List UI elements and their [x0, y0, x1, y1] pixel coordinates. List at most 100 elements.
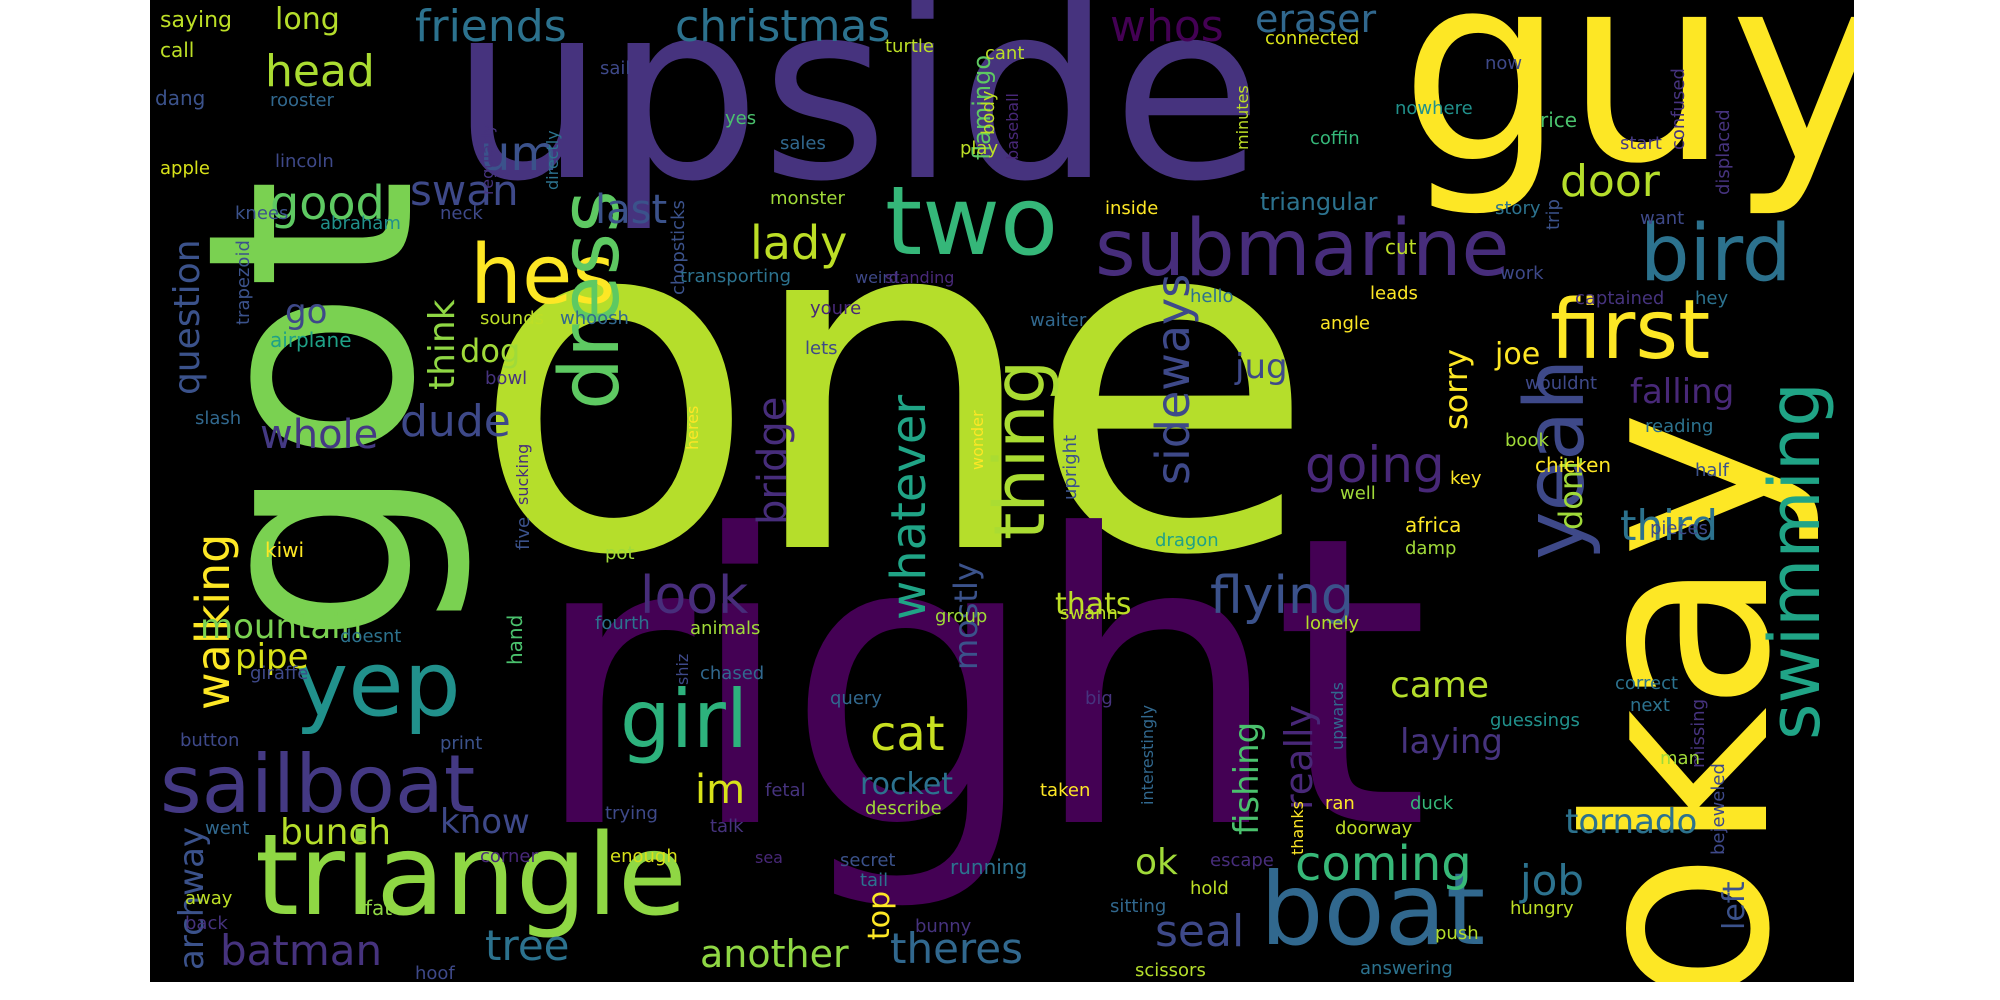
- word: guy: [1400, 0, 1854, 221]
- word: bunch: [280, 812, 392, 853]
- word: upright: [1060, 434, 1081, 500]
- word: animals: [690, 618, 761, 639]
- word: bunny: [915, 916, 972, 937]
- word: coffin: [1310, 128, 1360, 149]
- word: bird: [1640, 209, 1792, 299]
- word: back: [185, 913, 228, 934]
- word: regularly: [478, 123, 497, 195]
- word: first: [1550, 283, 1711, 378]
- word: job: [1520, 856, 1585, 905]
- word: submarine: [1095, 204, 1510, 294]
- word: flying: [1210, 566, 1354, 626]
- word: hello: [1190, 286, 1234, 307]
- word: rice: [1540, 108, 1578, 132]
- word: boat: [1260, 851, 1486, 968]
- word: chopsticks: [668, 200, 689, 295]
- word: correct: [1615, 673, 1679, 694]
- word: head: [265, 46, 375, 97]
- word: trip: [1543, 199, 1564, 230]
- word: connected: [1265, 28, 1360, 49]
- word: captained: [1575, 288, 1665, 309]
- word: yes: [725, 108, 757, 129]
- word: running: [950, 855, 1028, 879]
- word: sales: [780, 133, 826, 154]
- word: pot: [605, 543, 635, 564]
- word: enough: [610, 846, 678, 867]
- word: door: [1560, 156, 1660, 207]
- word: describe: [865, 798, 942, 819]
- word: look: [640, 566, 749, 626]
- word: bridge: [750, 396, 796, 525]
- word: sitting: [1110, 896, 1167, 917]
- word: push: [1435, 923, 1479, 944]
- word: mountain: [200, 607, 363, 647]
- word: whos: [1110, 1, 1224, 52]
- word: heres: [683, 405, 702, 450]
- word: fat: [365, 896, 393, 920]
- word: man: [1660, 748, 1700, 769]
- word: right: [530, 452, 1430, 917]
- word: last: [595, 187, 668, 233]
- word: sucking: [513, 443, 532, 505]
- word: print: [440, 733, 483, 754]
- word: lady: [750, 216, 848, 270]
- word: trapezoid: [233, 240, 254, 325]
- word: saying: [160, 8, 232, 33]
- word: sail: [600, 58, 631, 79]
- word: cut: [1385, 235, 1417, 259]
- word: chicken: [1535, 453, 1612, 477]
- word: swan: [410, 166, 519, 215]
- word: pipe: [235, 637, 309, 677]
- word: thing: [979, 359, 1061, 540]
- word: talk: [710, 816, 744, 837]
- word: triangular: [1260, 188, 1378, 216]
- word: slash: [195, 408, 242, 429]
- word: triangle: [255, 811, 687, 941]
- word: abraham: [320, 213, 401, 234]
- word: fourth: [595, 613, 650, 634]
- word: dang: [155, 86, 206, 110]
- word: fetal: [765, 780, 806, 801]
- word: shiz: [673, 653, 692, 685]
- word: ok: [1135, 842, 1178, 883]
- word: going: [1305, 436, 1445, 494]
- word: apple: [160, 158, 210, 179]
- word: swann: [1060, 603, 1118, 624]
- word: tail: [860, 870, 889, 891]
- word: upwards: [1328, 682, 1347, 750]
- word: half: [1695, 460, 1729, 481]
- word: left: [1717, 881, 1752, 930]
- word: yep: [295, 632, 461, 737]
- word: work: [1500, 263, 1544, 284]
- word: monster: [770, 188, 845, 209]
- word: want: [1640, 208, 1685, 229]
- word: thats: [1055, 587, 1132, 622]
- word: lincoln: [275, 151, 334, 172]
- word: doesnt: [340, 626, 402, 647]
- word: dog: [460, 332, 521, 370]
- word: angle: [1320, 313, 1370, 334]
- word: dragon: [1155, 530, 1219, 551]
- word: ran: [1325, 793, 1355, 814]
- word: giraffe: [250, 663, 309, 684]
- word: theres: [890, 924, 1023, 973]
- word: call: [160, 38, 195, 62]
- word: sailboat: [160, 738, 476, 831]
- word: confused: [1668, 68, 1689, 150]
- word: laying: [1400, 722, 1503, 762]
- word: think: [422, 299, 463, 390]
- word: two: [885, 167, 1059, 277]
- word: transporting: [680, 266, 792, 287]
- word: hey: [1695, 288, 1729, 309]
- word: sounds: [480, 308, 545, 329]
- word: hungry: [1510, 898, 1574, 919]
- word: interestingly: [1138, 704, 1157, 805]
- word: start: [1620, 133, 1662, 154]
- word: big: [1085, 688, 1113, 709]
- word: friends: [415, 1, 567, 52]
- word: wonder: [968, 410, 987, 470]
- word: came: [1390, 665, 1490, 706]
- word: well: [1340, 483, 1376, 504]
- word: hand: [503, 614, 527, 665]
- word: whoosh: [560, 308, 629, 329]
